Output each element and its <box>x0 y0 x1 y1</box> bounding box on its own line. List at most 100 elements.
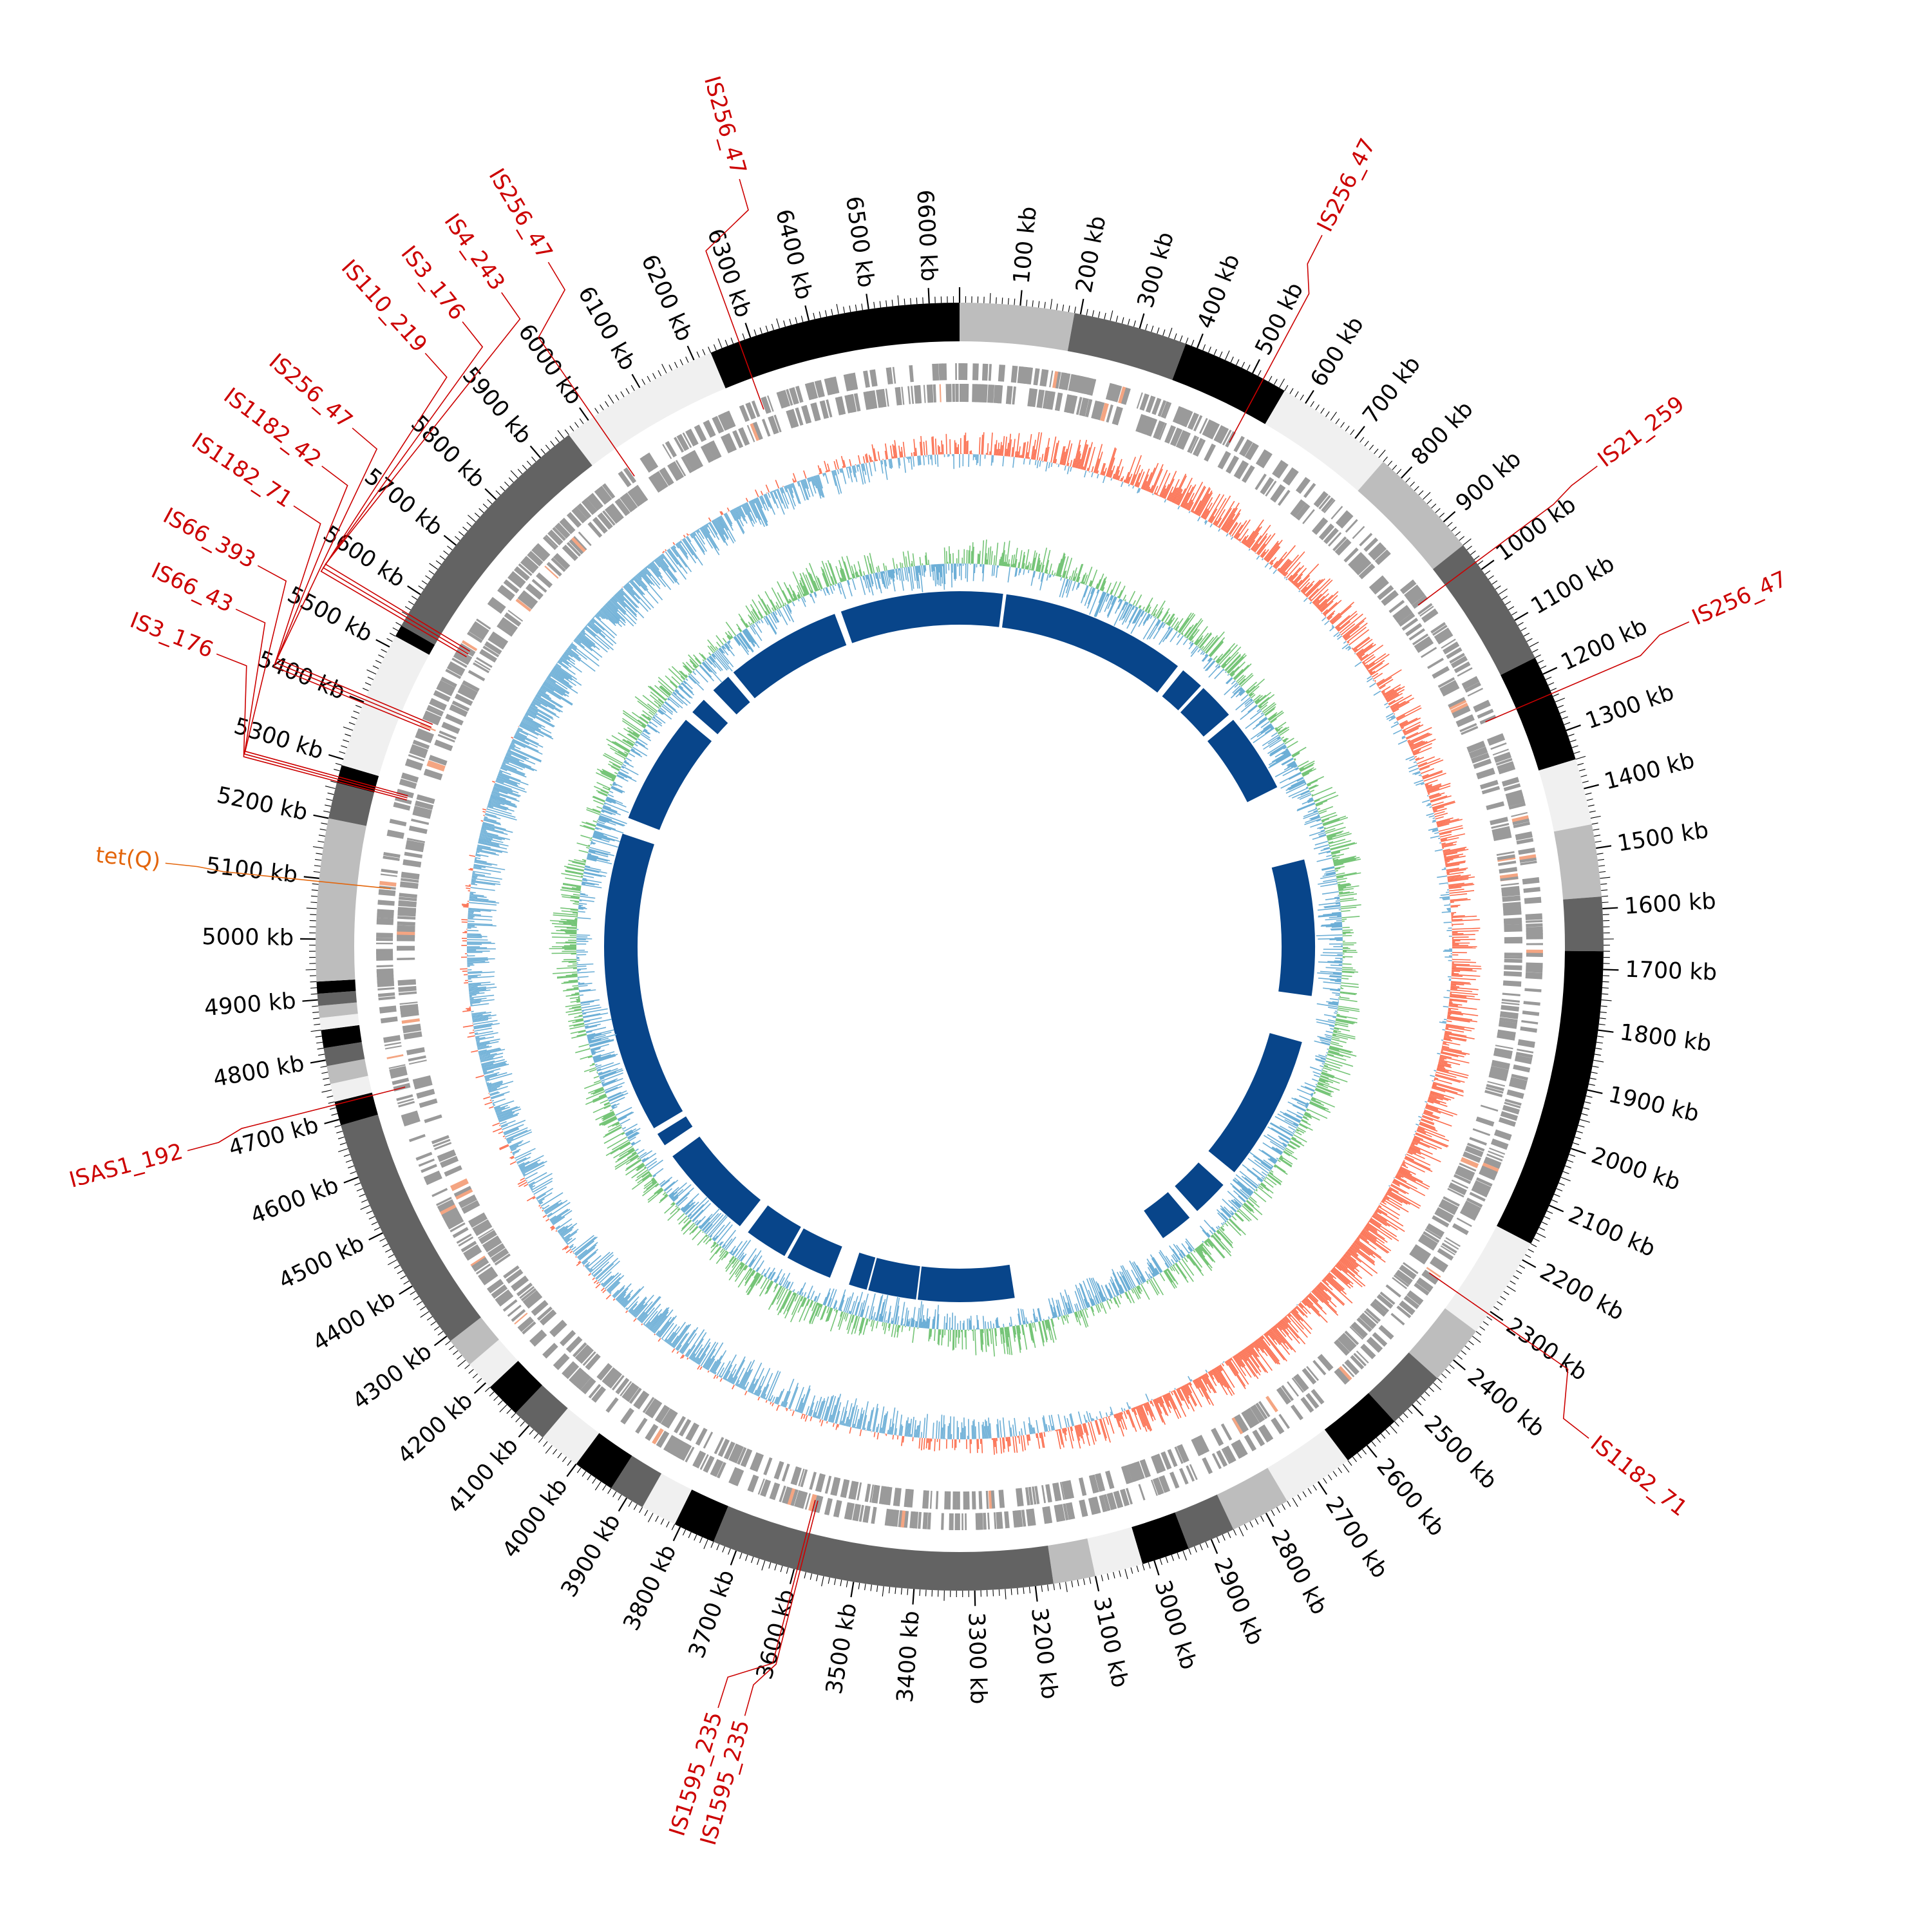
gc-content-bar <box>578 982 592 985</box>
gc-skew-bar <box>1342 1256 1357 1268</box>
gc-skew-bar <box>1443 1038 1453 1042</box>
gc-content-bar <box>1226 653 1246 673</box>
gc-content-bar <box>710 1242 716 1249</box>
gc-skew-bar <box>1083 1414 1087 1423</box>
gc-skew-bar <box>590 620 595 624</box>
gc-content-bar <box>984 1329 987 1352</box>
gc-content-bar <box>1079 1282 1089 1308</box>
gc-content-bar <box>578 849 589 853</box>
gc-skew-bar <box>719 1375 721 1378</box>
gc-content-bar <box>592 796 605 802</box>
gc-content-bar <box>1198 632 1212 649</box>
gc-content-bar <box>788 598 791 603</box>
gc-skew-bar <box>583 1260 589 1265</box>
gc-content-bar <box>631 748 635 752</box>
gc-skew-bar <box>1217 1365 1222 1372</box>
gc-content-bar <box>1323 1014 1337 1018</box>
gc-skew-bar <box>1278 558 1289 572</box>
gc-content-bar <box>561 873 583 878</box>
gc-content-bar <box>590 1043 609 1050</box>
gc-content-bar <box>726 641 733 650</box>
gc-skew-bar <box>576 636 603 658</box>
gc-content-bar <box>1269 1172 1283 1183</box>
gc-content-bar <box>1063 1309 1066 1316</box>
gc-content-bar <box>602 786 611 791</box>
gc-content-bar <box>621 1132 625 1135</box>
gc-content-bar <box>1199 1226 1210 1238</box>
gc-content-bar <box>1014 547 1018 568</box>
gc-skew-bar <box>1215 517 1222 527</box>
gc-skew-bar <box>467 923 497 927</box>
gc-content-bar <box>1083 574 1088 585</box>
gc-content-bar <box>635 1170 650 1182</box>
gc-content-bar <box>647 685 667 701</box>
gc-skew-bar <box>1439 831 1452 836</box>
gc-content-bar <box>1027 569 1030 573</box>
gc-content-bar <box>1189 642 1193 647</box>
gc-skew-bar <box>760 1387 766 1398</box>
gc-content-bar <box>560 907 578 911</box>
gc-content-bar <box>1153 616 1155 618</box>
gc-content-bar <box>1188 1246 1193 1252</box>
gc-content-bar <box>1324 1063 1341 1069</box>
gc-skew-bar <box>770 1401 772 1405</box>
gc-skew-bar <box>1132 464 1141 486</box>
gc-skew-bar <box>1444 855 1459 860</box>
gc-skew-bar <box>1146 1402 1153 1417</box>
gc-skew-bar <box>1236 1353 1245 1367</box>
gc-skew-bar <box>478 841 500 847</box>
gc-content-bar <box>1107 595 1114 609</box>
gc-skew-bar <box>1007 1437 1009 1452</box>
gc-skew-bar <box>681 1354 685 1359</box>
gc-content-bar <box>799 1287 803 1295</box>
gc-content-bar <box>770 599 777 611</box>
gc-skew-bar <box>1004 437 1007 457</box>
gc-content-bar <box>1230 1182 1249 1200</box>
gc-skew-bar <box>675 1333 688 1350</box>
gc-content-bar <box>1321 1068 1323 1070</box>
gc-skew-bar <box>493 1104 496 1106</box>
gc-skew-bar <box>1298 1303 1304 1309</box>
gc-content-bar <box>1075 564 1083 582</box>
gc-content-bar <box>1327 1019 1336 1022</box>
gc-skew-bar <box>1439 1057 1447 1060</box>
gc-skew-bar <box>764 1397 766 1400</box>
gc-skew-bar <box>1257 544 1266 555</box>
gc-skew-bar <box>742 1368 753 1390</box>
gc-content-bar <box>1320 1039 1331 1043</box>
gc-skew-bar <box>478 842 507 850</box>
gc-content-bar <box>1301 1119 1308 1123</box>
gc-content-bar <box>1330 1043 1343 1047</box>
gc-content-bar <box>1327 1051 1344 1057</box>
gc-skew-bar <box>1293 1309 1312 1331</box>
gc-skew-bar <box>476 851 480 853</box>
gc-content-bar <box>990 1321 992 1329</box>
gc-skew-bar <box>814 1396 822 1418</box>
gc-skew-bar <box>504 1137 506 1139</box>
gc-skew-bar <box>1033 1427 1036 1434</box>
gc-skew-bar <box>663 1324 677 1341</box>
gc-skew-bar <box>882 1413 887 1434</box>
gc-skew-bar <box>1396 705 1421 719</box>
gc-content-bar <box>1318 1079 1326 1083</box>
gc-skew-bar <box>558 1223 573 1234</box>
gc-skew-bar <box>1301 586 1307 593</box>
gc-content-bar <box>1318 913 1341 917</box>
gc-skew-bar <box>544 1200 562 1212</box>
gc-content-bar <box>570 900 580 902</box>
gc-skew-bar <box>489 799 505 806</box>
gc-skew-bar <box>498 1113 513 1121</box>
gc-content-bar <box>1281 757 1294 765</box>
gc-skew-bar <box>689 1338 704 1359</box>
gc-content-bar <box>772 612 779 623</box>
gc-content-bar <box>625 1128 637 1135</box>
gc-content-bar <box>1197 648 1201 653</box>
gc-content-bar <box>1136 1265 1147 1282</box>
gc-skew-bar <box>1430 795 1452 803</box>
gc-skew-bar <box>468 918 492 921</box>
gc-skew-bar <box>483 1096 491 1100</box>
gc-skew-bar <box>1077 1411 1083 1425</box>
gc-content-bar <box>591 838 618 848</box>
gc-content-bar <box>1271 751 1290 762</box>
gc-skew-bar <box>1110 1406 1113 1416</box>
